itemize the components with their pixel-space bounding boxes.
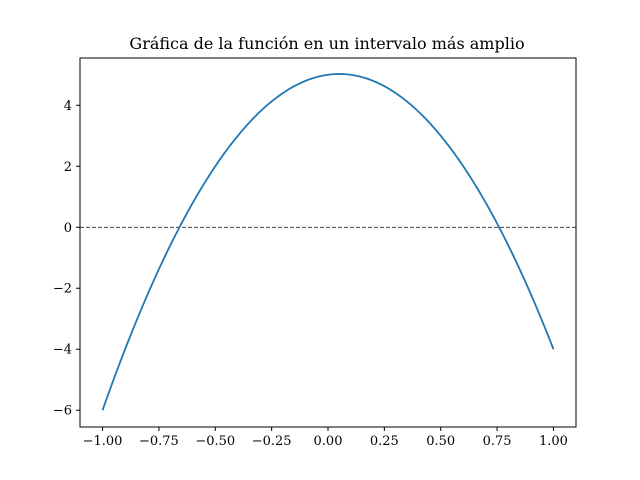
x-tick-label: 0.50 xyxy=(426,434,455,449)
x-tick-label: −1.00 xyxy=(83,434,123,449)
x-tick-label: −0.75 xyxy=(139,434,179,449)
y-tick-label: 0 xyxy=(64,221,72,236)
x-tick-label: 0.75 xyxy=(483,434,512,449)
series-line-0 xyxy=(101,73,555,411)
x-axis: −1.00 −0.75 −0.50 −0.25 0.00 0.25 0.50 0.75 1.00 xyxy=(83,427,568,449)
x-tick-label: 0.25 xyxy=(370,434,399,449)
x-tick-label: 0.00 xyxy=(314,434,343,449)
x-tick-label: −0.25 xyxy=(252,434,292,449)
plot-area xyxy=(80,73,576,411)
y-tick-label: −2 xyxy=(53,282,72,297)
chart-title: Gráfica de la función en un intervalo má… xyxy=(129,34,524,53)
y-axis: −6 −4 −2 0 2 4 xyxy=(53,99,80,419)
y-tick-label: −6 xyxy=(53,404,72,419)
axes-frame xyxy=(79,57,577,428)
x-tick-label: 1.00 xyxy=(539,434,568,449)
y-tick-label: 2 xyxy=(64,160,72,175)
y-tick-label: −4 xyxy=(53,343,72,358)
y-tick-label: 4 xyxy=(64,99,72,114)
x-tick-label: −0.50 xyxy=(195,434,235,449)
